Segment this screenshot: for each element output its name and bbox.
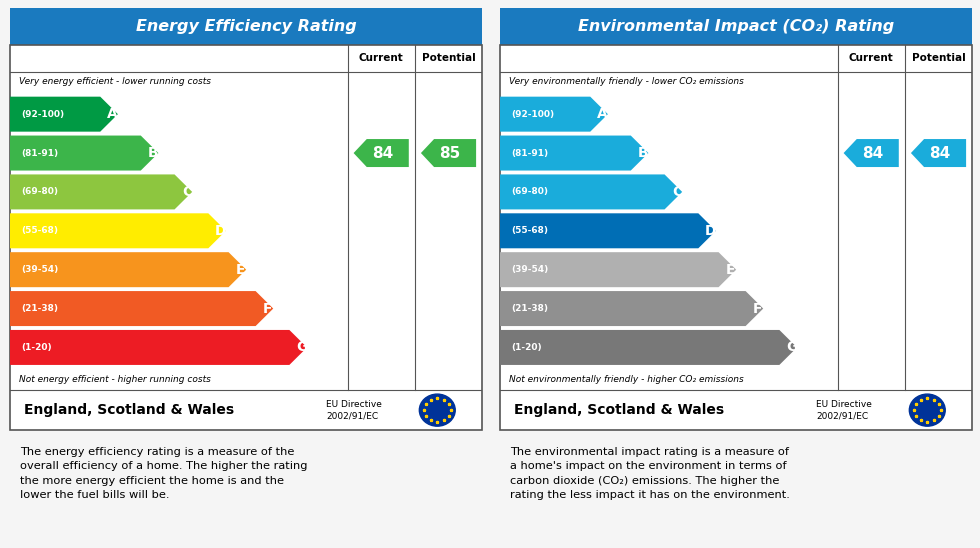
Text: Very energy efficient - lower running costs: Very energy efficient - lower running co… [20,77,212,87]
Text: G: G [786,340,798,355]
Polygon shape [500,252,736,287]
Polygon shape [500,213,716,248]
FancyBboxPatch shape [10,8,482,45]
Polygon shape [10,174,192,209]
Text: Energy Efficiency Rating: Energy Efficiency Rating [135,19,357,35]
Text: 84: 84 [929,146,951,161]
Text: E: E [726,262,736,277]
Text: Potential: Potential [421,54,475,64]
Circle shape [419,394,456,426]
Text: (81-91): (81-91) [22,149,59,157]
Text: C: C [671,185,682,199]
Text: (69-80): (69-80) [512,187,549,196]
Polygon shape [500,96,608,132]
Text: Potential: Potential [911,54,965,64]
Text: Not energy efficient - higher running costs: Not energy efficient - higher running co… [20,375,211,384]
Polygon shape [844,139,899,167]
Text: England, Scotland & Wales: England, Scotland & Wales [24,403,234,417]
Text: E: E [236,262,246,277]
Text: 85: 85 [439,146,461,161]
Text: A: A [597,107,608,121]
Text: A: A [107,107,118,121]
Polygon shape [10,252,246,287]
Polygon shape [910,139,966,167]
Text: C: C [181,185,192,199]
Polygon shape [500,291,763,326]
Text: (1-20): (1-20) [512,343,542,352]
Polygon shape [500,135,649,170]
Polygon shape [10,330,307,365]
Polygon shape [500,330,797,365]
Text: (21-38): (21-38) [512,304,549,313]
Text: (21-38): (21-38) [22,304,59,313]
Text: The energy efficiency rating is a measure of the
overall efficiency of a home. T: The energy efficiency rating is a measur… [20,447,307,500]
Text: B: B [638,146,649,160]
Polygon shape [420,139,476,167]
Text: Not environmentally friendly - higher CO₂ emissions: Not environmentally friendly - higher CO… [510,375,744,384]
Text: (55-68): (55-68) [22,226,59,235]
Text: (92-100): (92-100) [512,110,555,119]
Text: (39-54): (39-54) [22,265,59,274]
Polygon shape [10,96,118,132]
Text: EU Directive
2002/91/EC: EU Directive 2002/91/EC [326,399,382,420]
Text: (55-68): (55-68) [512,226,549,235]
Polygon shape [10,135,159,170]
Text: D: D [215,224,226,238]
Polygon shape [354,139,409,167]
Text: F: F [754,301,762,316]
Text: G: G [296,340,308,355]
Text: (81-91): (81-91) [512,149,549,157]
Text: Environmental Impact (CO₂) Rating: Environmental Impact (CO₂) Rating [578,19,894,35]
Text: England, Scotland & Wales: England, Scotland & Wales [514,403,724,417]
Text: 84: 84 [371,146,393,161]
Text: D: D [705,224,716,238]
Text: (92-100): (92-100) [22,110,65,119]
Text: B: B [148,146,159,160]
Polygon shape [10,213,226,248]
Text: Current: Current [359,54,404,64]
Text: (69-80): (69-80) [22,187,59,196]
Text: 84: 84 [861,146,883,161]
FancyBboxPatch shape [500,45,972,430]
Text: F: F [264,301,272,316]
Text: (1-20): (1-20) [22,343,52,352]
Text: Very environmentally friendly - lower CO₂ emissions: Very environmentally friendly - lower CO… [510,77,744,87]
Polygon shape [10,291,273,326]
Circle shape [909,394,946,426]
FancyBboxPatch shape [10,45,482,430]
Text: EU Directive
2002/91/EC: EU Directive 2002/91/EC [816,399,872,420]
FancyBboxPatch shape [500,8,972,45]
Text: (39-54): (39-54) [512,265,549,274]
Text: The environmental impact rating is a measure of
a home's impact on the environme: The environmental impact rating is a mea… [510,447,790,500]
Polygon shape [500,174,682,209]
Text: Current: Current [849,54,894,64]
